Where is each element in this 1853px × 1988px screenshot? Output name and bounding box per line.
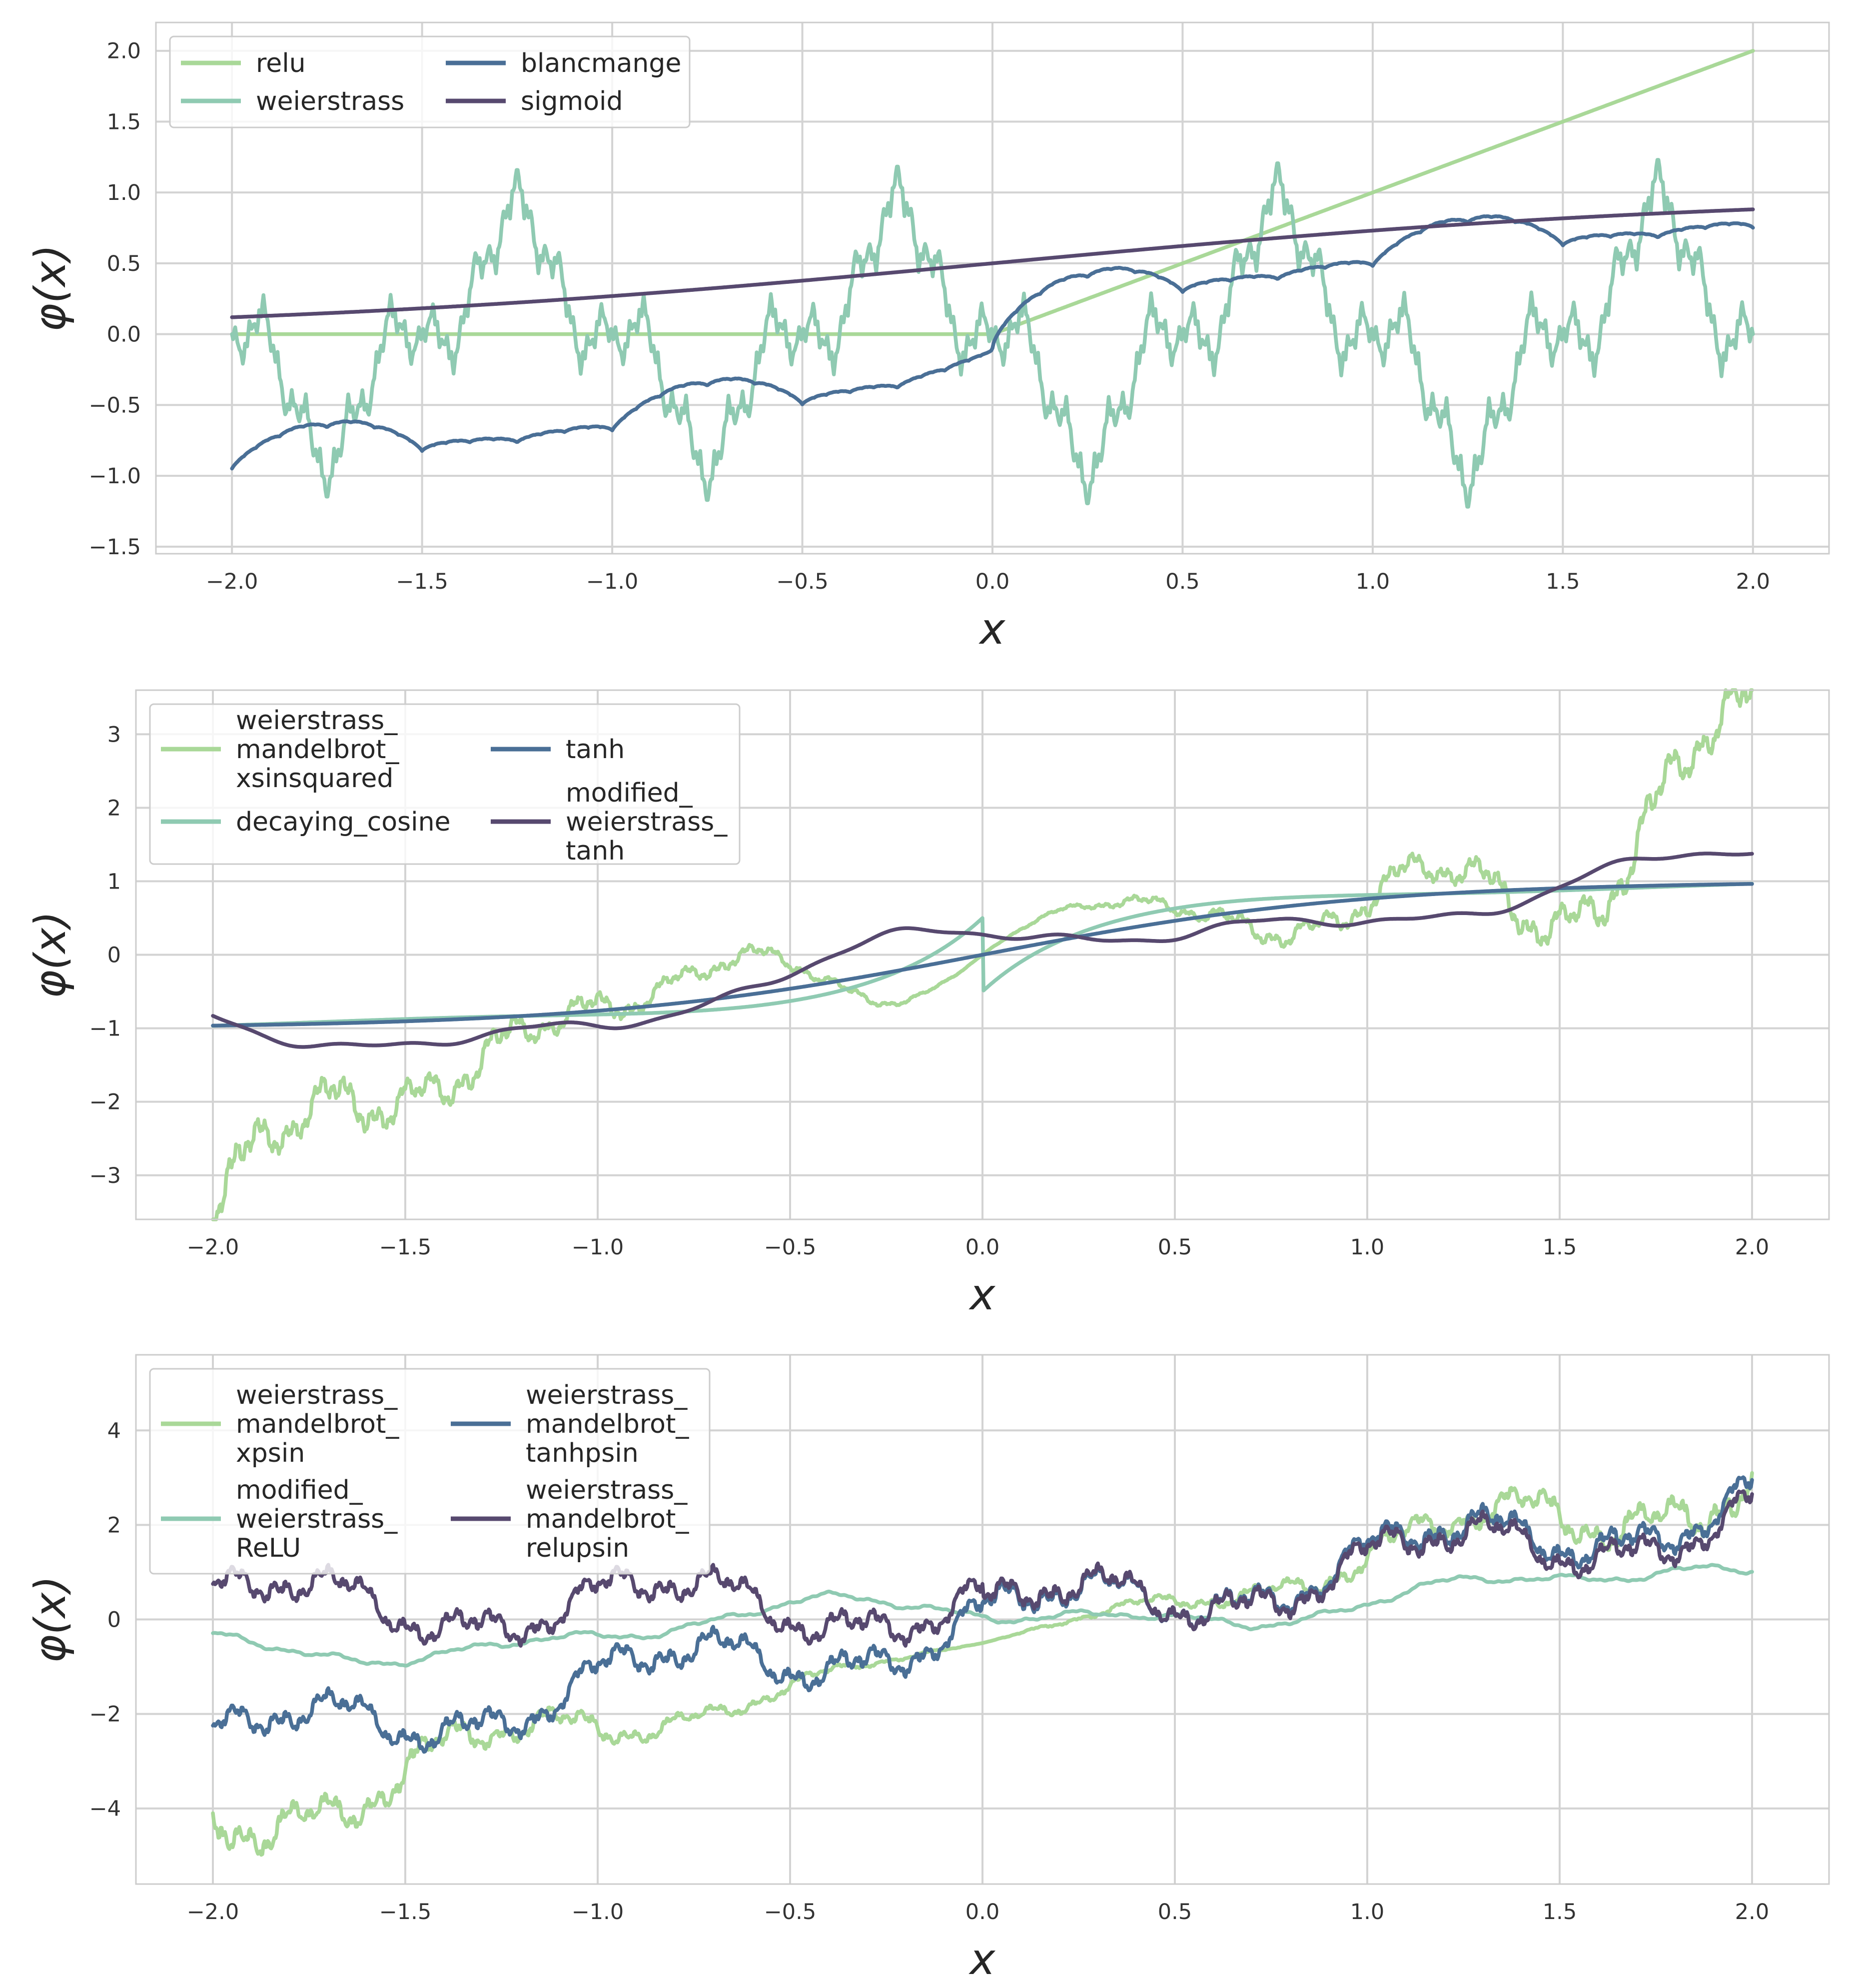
legend-label: weierstrass_ mandelbrot_ xsinsquared <box>236 706 399 794</box>
x-tick-label: −1.5 <box>379 1900 431 1925</box>
x-tick-label: 1.0 <box>1350 1900 1384 1925</box>
legend-item: weierstrass_ mandelbrot_ tanhpsin <box>451 1380 689 1468</box>
legend-item: tanh <box>491 735 625 765</box>
y-tick-label: 0 <box>107 943 121 968</box>
x-axis-label: x <box>968 1270 996 1320</box>
x-axis-label: x <box>978 604 1006 654</box>
y-tick-label: 0 <box>107 1608 121 1633</box>
x-tick-label: −0.5 <box>764 1900 816 1925</box>
series-line-blancmange <box>230 214 1755 471</box>
legend-label: decaying_cosine <box>236 807 451 837</box>
legend-label: blancmange <box>521 48 681 78</box>
legend-item: weierstrass_ mandelbrot_ xpsin <box>161 1380 399 1468</box>
y-axis-label: φ(x) <box>25 244 75 332</box>
axes-frame <box>155 21 1830 555</box>
y-axis-label: φ(x) <box>25 1576 75 1663</box>
legend: weierstrass_ mandelbrot_ xsinsquareddecayi… <box>149 703 741 866</box>
x-tick-label: 2.0 <box>1736 569 1770 594</box>
x-tick-label: −1.0 <box>572 1900 624 1925</box>
x-tick-label: 0.0 <box>965 1235 999 1260</box>
x-tick-label: 2.0 <box>1735 1900 1769 1925</box>
x-tick-label: 0.5 <box>1165 569 1199 594</box>
legend-item: sigmoid <box>446 86 623 116</box>
legend-item: blancmange <box>446 48 681 78</box>
y-tick-label: −1 <box>89 1016 121 1041</box>
legend-label: sigmoid <box>521 86 623 116</box>
legend-item: weierstrass_ mandelbrot_ xsinsquared <box>161 706 399 794</box>
y-tick-label: 1.0 <box>107 180 141 205</box>
y-tick-label: 2 <box>107 1513 121 1538</box>
y-tick-label: −1.5 <box>89 535 141 560</box>
x-tick-label: 1.0 <box>1356 569 1390 594</box>
legend-label: relu <box>256 48 306 78</box>
x-tick-label: −2.0 <box>187 1235 239 1260</box>
legend-box <box>169 35 691 128</box>
series-line-mod_weierstrass_relu <box>211 1563 1754 1668</box>
series-line-mod_weierstrass_tanh <box>211 852 1754 1049</box>
x-tick-label: −0.5 <box>764 1235 816 1260</box>
x-tick-label: 0.5 <box>1158 1235 1192 1260</box>
legend-item: relu <box>181 48 306 78</box>
series-line-wm_tanhpsin <box>211 1475 1754 1754</box>
x-tick-label: 0.0 <box>965 1900 999 1925</box>
series-line-wm_xpsin <box>211 1471 1754 1857</box>
y-tick-label: −4 <box>89 1797 121 1822</box>
x-tick-label: −1.5 <box>379 1235 431 1260</box>
legend-label: weierstrass_ mandelbrot_ tanhpsin <box>526 1380 689 1468</box>
legend-box <box>149 703 741 865</box>
legend: relu weierstrass blancmange sigmoid <box>169 35 691 128</box>
legend-label: weierstrass_ mandelbrot_ relupsin <box>526 1475 689 1563</box>
legend-label: modified_ weierstrass_ tanh <box>566 778 728 866</box>
legend-label: modified_ weierstrass_ ReLU <box>236 1475 398 1563</box>
subplot-1: −2.0 −1.5 −1.0 −0.5 0.0 0.5 1.0 1.5 2.0 −1.5 −1.0 −… <box>25 21 1830 654</box>
x-tick-label: 1.5 <box>1546 569 1580 594</box>
y-tick-label: −2 <box>89 1702 121 1727</box>
x-tick-label: 1.0 <box>1350 1235 1384 1260</box>
x-tick-label: 1.5 <box>1543 1900 1577 1925</box>
x-tick-label: 0.0 <box>975 569 1009 594</box>
x-tick-label: −2.0 <box>187 1900 239 1925</box>
y-tick-label: −1.0 <box>89 464 141 489</box>
legend-item: decaying_cosine <box>161 807 451 837</box>
x-axis-label: x <box>968 1935 996 1985</box>
y-tick-label: −2 <box>89 1090 121 1115</box>
axes-frame <box>135 1354 1830 1885</box>
x-tick-label: 1.5 <box>1543 1235 1577 1260</box>
legend-label: weierstrass_ mandelbrot_ xpsin <box>236 1380 399 1468</box>
x-tick-label: −0.5 <box>776 569 828 594</box>
series-line-wm_relupsin <box>211 1489 1754 1648</box>
legend-item: modified_ weierstrass_ ReLU <box>161 1475 398 1563</box>
y-axis-label: φ(x) <box>25 911 75 998</box>
series-line-sigmoid <box>230 207 1755 319</box>
y-tick-label: 0.0 <box>107 322 141 347</box>
y-tick-label: 2 <box>107 796 121 821</box>
y-tick-label: −3 <box>89 1163 121 1188</box>
y-tick-label: 1 <box>107 869 121 894</box>
legend-label: weierstrass <box>256 86 404 116</box>
series-line-weierstrass <box>230 158 1755 509</box>
y-tick-label: 2.0 <box>107 39 141 64</box>
subplot-2: −2.0 −1.5 −1.0 −0.5 0.0 0.5 1.0 1.5 2.0 −3 −2 −1 0 1 2… <box>25 688 1830 1320</box>
x-tick-label: 2.0 <box>1735 1235 1769 1260</box>
legend-label: tanh <box>566 735 625 765</box>
x-tick-label: −2.0 <box>206 569 258 594</box>
legend-item: modified_ weierstrass_ tanh <box>491 778 728 866</box>
x-tick-label: −1.0 <box>572 1235 624 1260</box>
series-line-tanh <box>211 882 1754 1028</box>
x-tick-label: −1.0 <box>586 569 638 594</box>
x-tick-label: −1.5 <box>396 569 448 594</box>
legend-item: weierstrass <box>181 86 404 116</box>
axes-frame <box>135 689 1830 1220</box>
y-tick-label: 1.5 <box>107 109 141 134</box>
legend-item: weierstrass_ mandelbrot_ relupsin <box>451 1475 689 1563</box>
y-tick-label: −0.5 <box>89 393 141 418</box>
x-tick-label: 0.5 <box>1158 1900 1192 1925</box>
subplot-3: −2.0 −1.5 −1.0 −0.5 0.0 0.5 1.0 1.5 2.0 −4 −2 0 2 4 x φ… <box>25 1354 1830 1985</box>
legend-box <box>149 1368 711 1575</box>
y-tick-label: 3 <box>107 722 121 747</box>
y-tick-label: 0.5 <box>107 251 141 276</box>
y-tick-label: 4 <box>107 1418 121 1443</box>
